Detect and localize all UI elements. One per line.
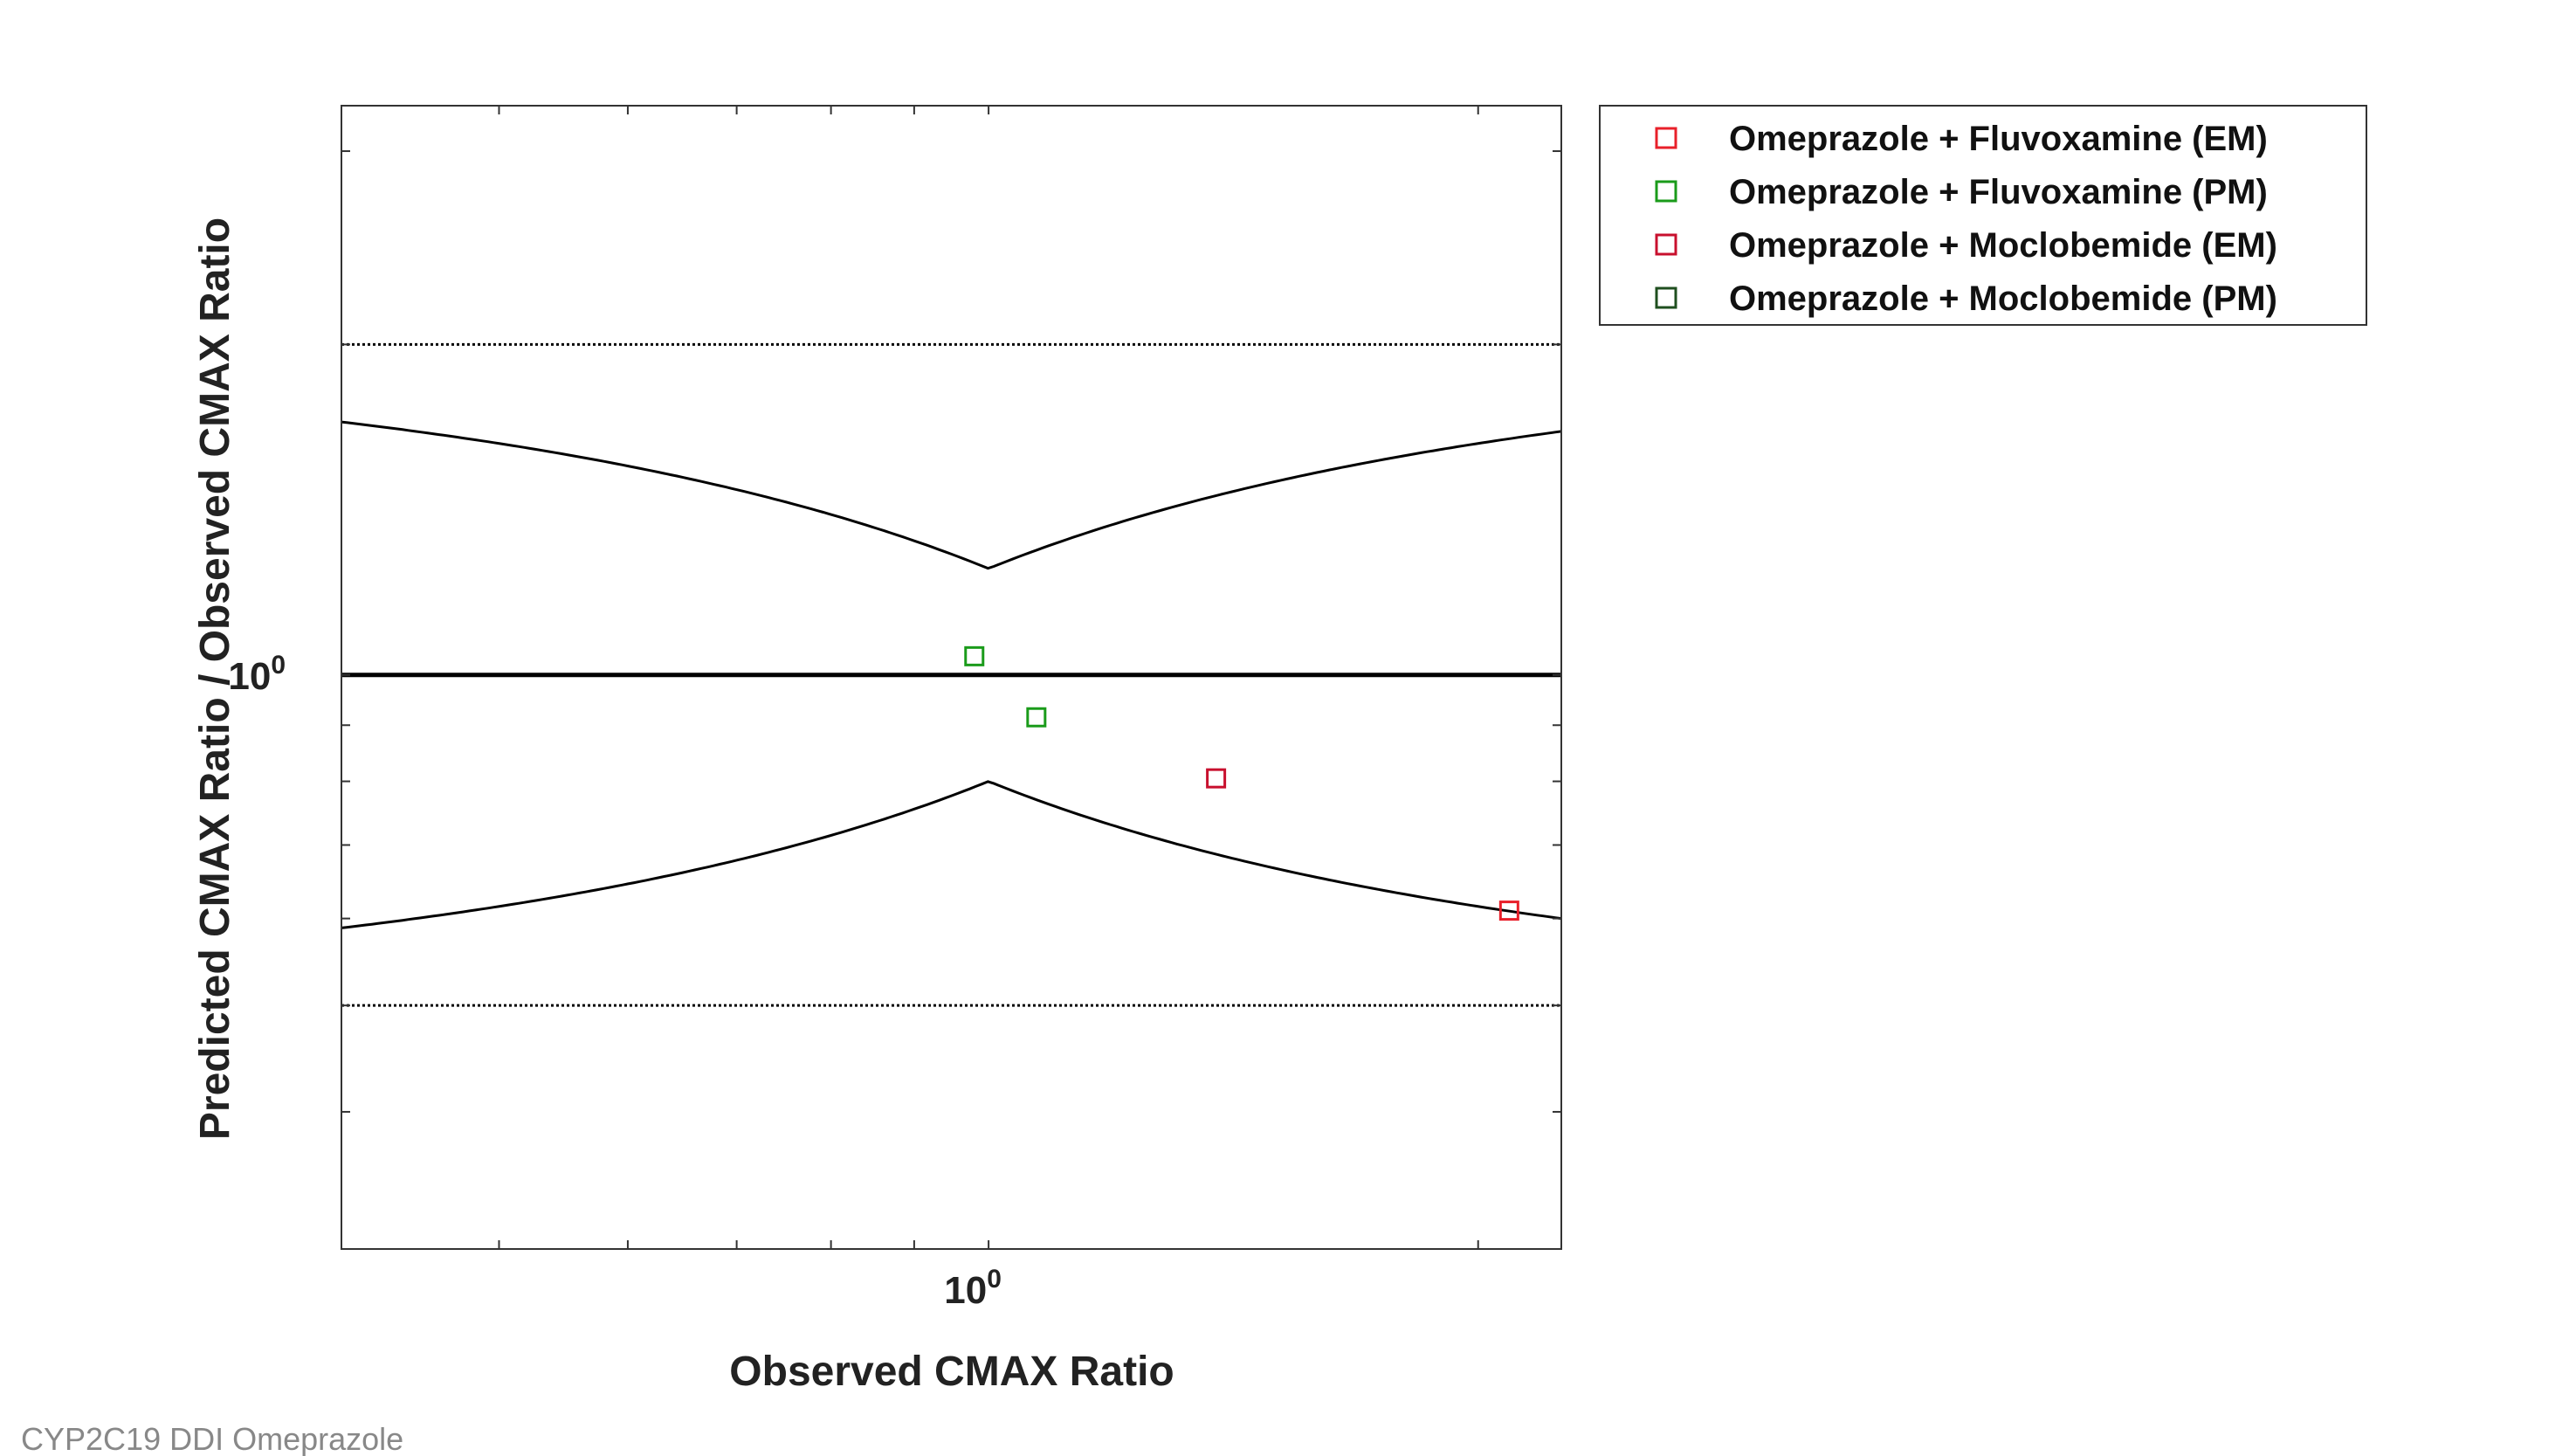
x-tick-label: 100 [944, 1265, 1002, 1312]
reference-lines [341, 342, 1562, 1007]
legend-marker [1655, 233, 1677, 256]
legend-label: Omeprazole + Fluvoxamine (PM) [1729, 173, 2268, 211]
legend: Omeprazole + Fluvoxamine (EM) Omeprazole … [1599, 105, 2367, 326]
plot-area [341, 106, 1561, 1249]
footer-label: CYP2C19 DDI Omeprazole [21, 1421, 403, 1456]
legend-box [1599, 105, 2367, 326]
data-markers [964, 645, 1519, 921]
legend-marker [1655, 180, 1677, 203]
guest-upper-curve [341, 420, 1562, 570]
guest-lower-curve [341, 780, 1562, 929]
data-point [964, 645, 985, 666]
plot-frame [341, 105, 1562, 1250]
data-point [1206, 768, 1227, 789]
legend-marker [1655, 127, 1677, 149]
plot-background [341, 106, 1561, 1249]
legend-items: Omeprazole + Fluvoxamine (EM) Omeprazole … [1655, 120, 2277, 318]
axis-ticks [341, 106, 1561, 1249]
legend-marker [1655, 286, 1677, 309]
legend-label: Omeprazole + Moclobemide (PM) [1729, 279, 2277, 318]
y-axis-title: Predicted CMAX Ratio / Observed CMAX Rat… [192, 217, 238, 1140]
y-tick-label: 100 [228, 651, 286, 698]
data-point [1498, 901, 1519, 921]
x-axis-title: Observed CMAX Ratio [729, 1349, 1174, 1395]
data-point [1026, 707, 1047, 728]
tick-labels: 100 100 [228, 651, 1002, 1312]
legend-label: Omeprazole + Fluvoxamine (EM) [1729, 120, 2268, 158]
legend-label: Omeprazole + Moclobemide (EM) [1729, 226, 2277, 265]
